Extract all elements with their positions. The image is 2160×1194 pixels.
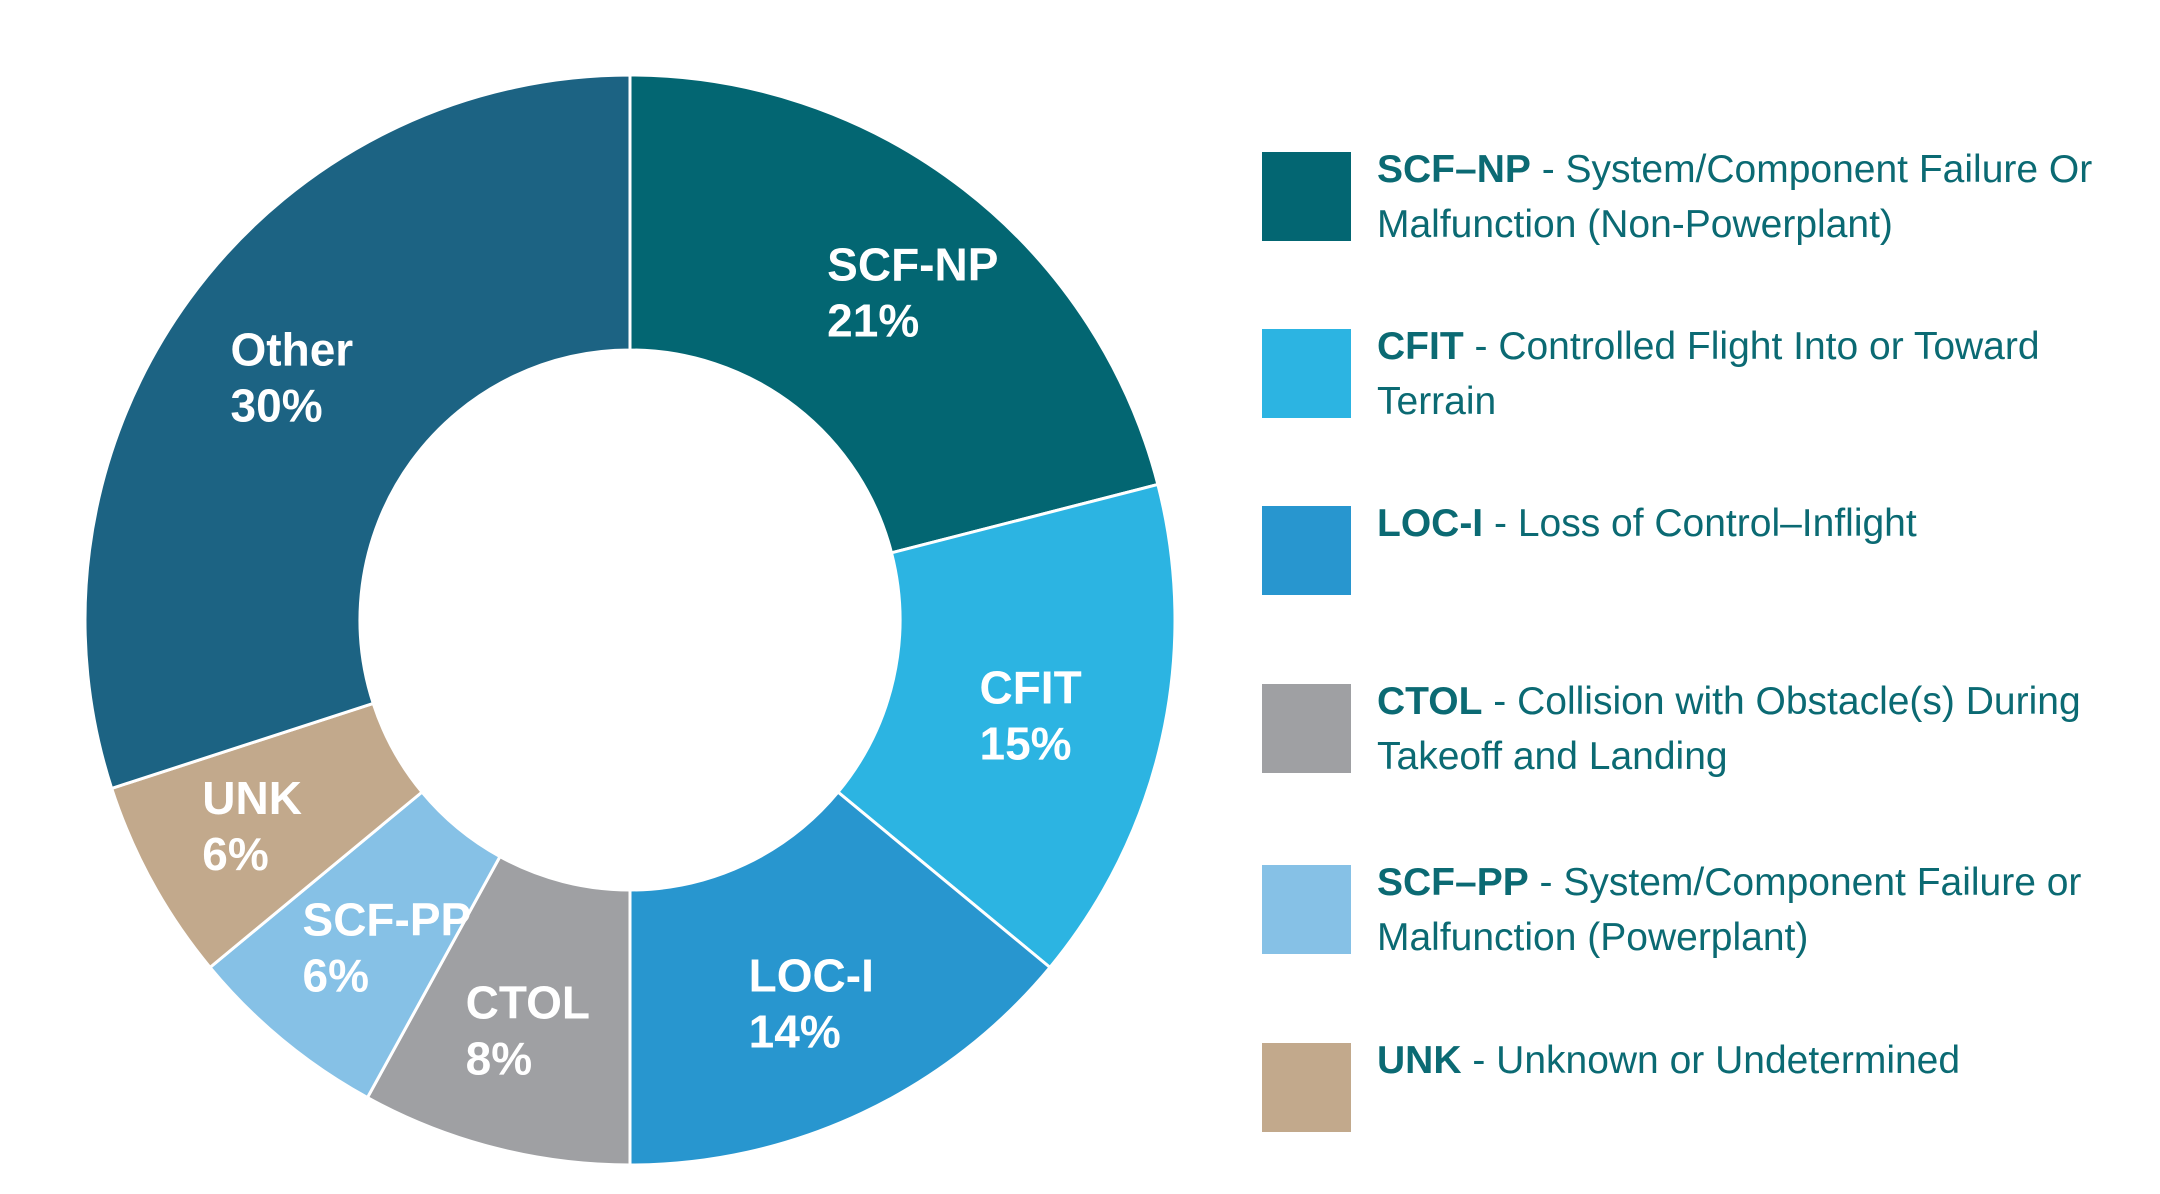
slice-label-scf-pp: SCF-PP6% — [303, 893, 472, 1001]
legend-text-ctol: CTOL - Collision with Obstacle(s) During… — [1377, 674, 2137, 784]
slice-scf-np — [628, 73, 1160, 555]
donut-chart: SCF-NP 21% CFIT 15% LOC-I 14% CTOL 8% SCF-PP 6% UN… — [83, 73, 1177, 1167]
slice-cfit — [835, 482, 1177, 970]
legend-code-cfit: CFIT — [1377, 325, 1464, 368]
legend-item-loc-i: LOC-I - Loss of Control–Inflight — [1262, 494, 2142, 614]
legend-desc-scf-pp: - System/Component Failure or Malfunctio… — [1377, 861, 2082, 959]
slice-code-ctol: CTOL — [466, 976, 590, 1028]
slice-percent-ctol: 8% — [466, 1032, 532, 1084]
legend-desc-ctol: - Collision with Obstacle(s) During Take… — [1377, 680, 2081, 778]
slice-code-cfit: CFIT — [979, 662, 1081, 714]
legend-text-scf-pp: SCF–PP - System/Component Failure or Mal… — [1377, 855, 2137, 965]
legend-text-unk: UNK - Unknown or Undetermined — [1377, 1033, 2137, 1088]
legend-swatch-cfit — [1262, 329, 1351, 418]
slice-percent-scf-np: 21% — [827, 294, 919, 346]
slice-code-loc-i: LOC-I — [749, 950, 874, 1002]
slice-code-scf-np: SCF-NP — [827, 238, 998, 290]
legend-code-ctol: CTOL — [1377, 680, 1483, 723]
slice-label-loc-i: LOC-I14% — [749, 950, 874, 1058]
legend-code-loc-i: LOC-I — [1377, 502, 1484, 545]
slice-code-other: Other — [231, 323, 354, 375]
legend-item-scf-pp: SCF–PP - System/Component Failure or Mal… — [1262, 853, 2142, 973]
legend-item-scf-np: SCF–NP - System/Component Failure Or Mal… — [1262, 140, 2142, 260]
slice-loc-i — [628, 789, 1053, 1167]
legend-swatch-ctol — [1262, 684, 1351, 773]
legend-text-scf-np: SCF–NP - System/Component Failure Or Mal… — [1377, 142, 2137, 252]
legend-code-unk: UNK — [1377, 1039, 1462, 1082]
legend-swatch-scf-np — [1262, 152, 1351, 241]
legend-swatch-unk — [1262, 1043, 1351, 1132]
legend-item-cfit: CFIT - Controlled Flight Into or Toward … — [1262, 317, 2142, 437]
slice-percent-scf-pp: 6% — [303, 949, 369, 1001]
legend-desc-scf-np: - System/Component Failure Or Malfunctio… — [1377, 148, 2093, 246]
legend-item-unk: UNK - Unknown or Undetermined — [1262, 1031, 2142, 1151]
legend-swatch-loc-i — [1262, 506, 1351, 595]
slice-percent-loc-i: 14% — [749, 1006, 841, 1058]
legend-text-cfit: CFIT - Controlled Flight Into or Toward … — [1377, 319, 2137, 429]
slice-other — [83, 73, 632, 791]
donut-chart-svg: SCF-NP21%CFIT15%LOC-I14%CTOL8%SCF-PP6%UN… — [83, 73, 1177, 1167]
slice-code-unk: UNK — [202, 772, 302, 824]
legend-desc-cfit: - Controlled Flight Into or Toward Terra… — [1377, 325, 2040, 423]
slice-percent-unk: 6% — [202, 828, 268, 880]
slice-code-scf-pp: SCF-PP — [303, 893, 472, 945]
legend-code-scf-np: SCF–NP — [1377, 148, 1531, 191]
slice-ctol — [365, 854, 632, 1167]
legend-desc-unk: - Unknown or Undetermined — [1461, 1039, 1961, 1082]
slice-percent-other: 30% — [231, 379, 323, 431]
slice-percent-cfit: 15% — [979, 718, 1071, 770]
legend-text-loc-i: LOC-I - Loss of Control–Inflight — [1377, 496, 2137, 551]
legend-code-scf-pp: SCF–PP — [1377, 861, 1529, 904]
legend-desc-loc-i: - Loss of Control–Inflight — [1483, 502, 1917, 545]
legend-swatch-scf-pp — [1262, 865, 1351, 954]
legend-item-ctol: CTOL - Collision with Obstacle(s) During… — [1262, 672, 2142, 792]
